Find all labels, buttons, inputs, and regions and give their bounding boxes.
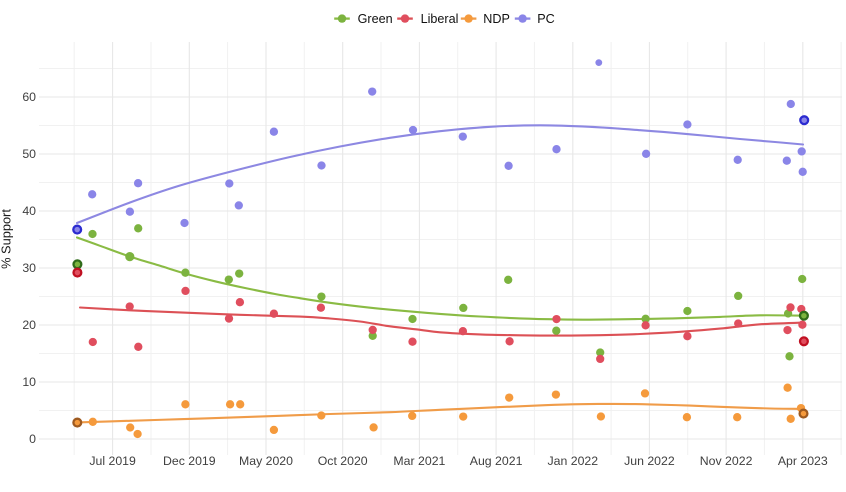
svg-text:0: 0 bbox=[29, 432, 36, 446]
svg-text:Jan 2022: Jan 2022 bbox=[547, 454, 598, 468]
svg-text:10: 10 bbox=[22, 375, 36, 389]
svg-text:Oct 2020: Oct 2020 bbox=[318, 454, 368, 468]
svg-text:40: 40 bbox=[22, 204, 36, 218]
svg-text:May 2020: May 2020 bbox=[239, 454, 293, 468]
svg-text:Nov 2022: Nov 2022 bbox=[700, 454, 753, 468]
svg-text:Jul 2019: Jul 2019 bbox=[89, 454, 136, 468]
svg-text:NDP: NDP bbox=[483, 12, 510, 26]
svg-text:Aug 2021: Aug 2021 bbox=[470, 454, 523, 468]
svg-text:50: 50 bbox=[22, 147, 36, 161]
svg-text:60: 60 bbox=[22, 90, 36, 104]
svg-text:30: 30 bbox=[22, 261, 36, 275]
svg-text:Jun 2022: Jun 2022 bbox=[624, 454, 675, 468]
svg-text:Apr 2023: Apr 2023 bbox=[778, 454, 828, 468]
svg-text:Dec 2019: Dec 2019 bbox=[163, 454, 216, 468]
svg-text:Green: Green bbox=[358, 12, 393, 26]
svg-text:Liberal: Liberal bbox=[421, 12, 459, 26]
svg-text:PC: PC bbox=[537, 12, 555, 26]
svg-text:% Support: % Support bbox=[0, 209, 14, 269]
svg-text:20: 20 bbox=[22, 318, 36, 332]
svg-text:Mar 2021: Mar 2021 bbox=[393, 454, 445, 468]
